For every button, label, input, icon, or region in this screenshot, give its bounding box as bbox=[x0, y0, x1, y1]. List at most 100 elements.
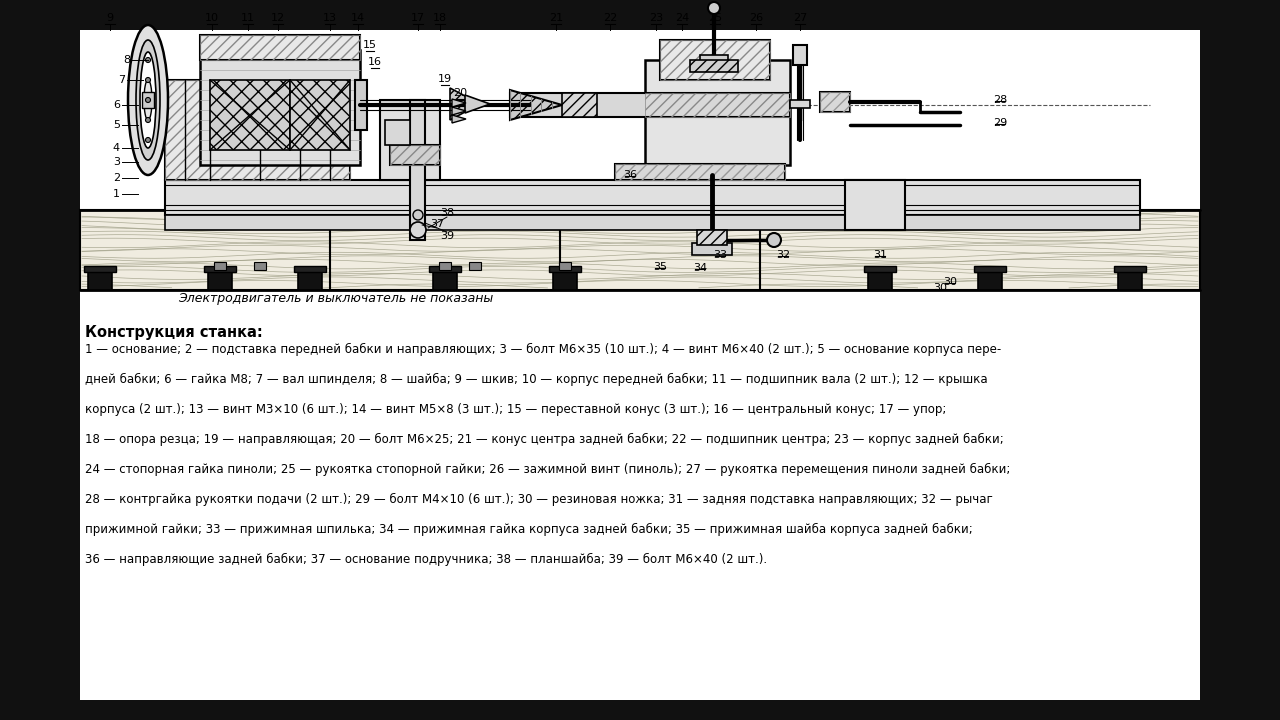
Text: Конструкция станка:: Конструкция станка: bbox=[84, 325, 262, 340]
Bar bbox=[142, 92, 154, 108]
Ellipse shape bbox=[128, 25, 168, 175]
Bar bbox=[553, 270, 577, 290]
Text: 19: 19 bbox=[438, 74, 452, 84]
Text: 37: 37 bbox=[430, 219, 444, 229]
Bar bbox=[390, 145, 440, 165]
Bar bbox=[410, 100, 425, 240]
Bar bbox=[385, 120, 410, 145]
Text: 39: 39 bbox=[440, 231, 454, 241]
Bar bbox=[820, 92, 850, 112]
Polygon shape bbox=[509, 90, 562, 120]
Bar bbox=[79, 0, 1201, 30]
Text: 9: 9 bbox=[106, 13, 114, 23]
Bar bbox=[0, 0, 79, 720]
Bar bbox=[429, 266, 461, 272]
Text: 36 — направляющие задней бабки; 37 — основание подручника; 38 — планшайба; 39 — : 36 — направляющие задней бабки; 37 — осн… bbox=[84, 553, 767, 566]
Text: 18 — опора резца; 19 — направляющая; 20 — болт М6×25; 21 — конус центра задней б: 18 — опора резца; 19 — направляющая; 20 … bbox=[84, 433, 1004, 446]
Ellipse shape bbox=[413, 210, 422, 220]
Text: 7: 7 bbox=[118, 75, 125, 85]
Text: 14: 14 bbox=[351, 13, 365, 23]
Bar bbox=[200, 35, 360, 60]
Polygon shape bbox=[451, 88, 480, 120]
Bar bbox=[165, 180, 1140, 215]
Bar bbox=[200, 50, 360, 165]
Bar bbox=[562, 93, 596, 117]
Bar bbox=[1114, 266, 1146, 272]
Bar bbox=[660, 40, 771, 80]
Polygon shape bbox=[452, 99, 466, 107]
Text: 28 — контргайка рукоятки подачи (2 шт.); 29 — болт М4×10 (6 шт.); 30 — резиновая: 28 — контргайка рукоятки подачи (2 шт.);… bbox=[84, 493, 993, 506]
Text: 11: 11 bbox=[241, 13, 255, 23]
Bar bbox=[200, 35, 360, 60]
Bar bbox=[645, 93, 790, 117]
Text: 36: 36 bbox=[623, 170, 637, 180]
Text: 1: 1 bbox=[113, 189, 120, 199]
Bar bbox=[390, 145, 440, 165]
Ellipse shape bbox=[410, 222, 426, 238]
Ellipse shape bbox=[146, 97, 151, 102]
Text: 16: 16 bbox=[369, 57, 381, 67]
Bar bbox=[214, 262, 227, 270]
Text: 2: 2 bbox=[113, 173, 120, 183]
Bar bbox=[690, 60, 739, 72]
Text: 17: 17 bbox=[411, 13, 425, 23]
Ellipse shape bbox=[146, 78, 151, 83]
Bar bbox=[700, 55, 728, 65]
Text: 25: 25 bbox=[708, 13, 722, 23]
Bar bbox=[204, 266, 236, 272]
Text: 22: 22 bbox=[603, 13, 617, 23]
Ellipse shape bbox=[146, 117, 151, 122]
Text: 26: 26 bbox=[749, 13, 763, 23]
Text: 20: 20 bbox=[453, 88, 467, 98]
Ellipse shape bbox=[767, 233, 781, 247]
Bar bbox=[692, 243, 732, 255]
Polygon shape bbox=[452, 107, 466, 115]
Bar bbox=[1117, 270, 1142, 290]
Bar bbox=[380, 100, 440, 180]
Bar bbox=[845, 180, 905, 230]
Bar bbox=[294, 266, 326, 272]
Bar bbox=[794, 45, 806, 65]
Bar bbox=[79, 700, 1201, 720]
Bar bbox=[88, 270, 113, 290]
Polygon shape bbox=[452, 115, 466, 123]
Text: 31: 31 bbox=[873, 250, 887, 260]
Text: 12: 12 bbox=[271, 13, 285, 23]
Bar bbox=[79, 210, 1201, 290]
Text: 34: 34 bbox=[692, 263, 707, 273]
Bar bbox=[433, 270, 457, 290]
Text: 18: 18 bbox=[433, 13, 447, 23]
Text: 13: 13 bbox=[323, 13, 337, 23]
Bar bbox=[614, 164, 785, 180]
Text: 1 — основание; 2 — подставка передней бабки и направляющих; 3 — болт М6×35 (10 ш: 1 — основание; 2 — подставка передней ба… bbox=[84, 343, 1001, 356]
Text: Электродвигатель и выключатель не показаны: Электродвигатель и выключатель не показа… bbox=[178, 292, 493, 305]
Text: 29: 29 bbox=[993, 118, 1007, 128]
Bar bbox=[820, 92, 850, 112]
Text: 4: 4 bbox=[113, 143, 120, 153]
Bar bbox=[207, 270, 232, 290]
Bar bbox=[660, 40, 771, 80]
Bar bbox=[974, 266, 1006, 272]
Bar bbox=[698, 230, 727, 245]
Bar bbox=[645, 60, 790, 165]
Ellipse shape bbox=[136, 40, 160, 160]
Bar bbox=[84, 266, 116, 272]
Text: 35: 35 bbox=[653, 262, 667, 272]
Bar bbox=[165, 215, 1140, 230]
Text: 28: 28 bbox=[993, 95, 1007, 105]
Bar bbox=[165, 80, 349, 180]
Text: 3: 3 bbox=[113, 157, 120, 167]
Text: 27: 27 bbox=[792, 13, 808, 23]
Bar bbox=[790, 100, 810, 108]
Bar bbox=[298, 270, 323, 290]
Text: 24 — стопорная гайка пиноли; 25 — рукоятка стопорной гайки; 26 — зажимной винт (: 24 — стопорная гайка пиноли; 25 — рукоят… bbox=[84, 463, 1010, 476]
Bar bbox=[291, 80, 349, 150]
Text: 23: 23 bbox=[649, 13, 663, 23]
Bar bbox=[614, 164, 785, 180]
Bar bbox=[253, 262, 266, 270]
Bar bbox=[210, 80, 291, 150]
Text: 15: 15 bbox=[364, 40, 378, 50]
Bar bbox=[355, 80, 367, 130]
Bar bbox=[978, 270, 1002, 290]
Polygon shape bbox=[465, 95, 490, 113]
